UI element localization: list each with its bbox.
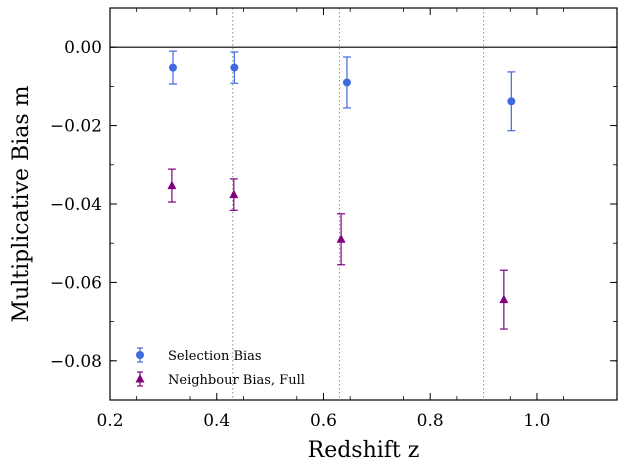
data-point [168, 63, 177, 72]
x-tick-label-2: 0.6 [310, 411, 337, 431]
series-1 [167, 168, 509, 330]
legend-marker [135, 374, 145, 383]
x-axis-label: Redshift z [308, 438, 420, 463]
x-tick-label-4: 1.0 [523, 411, 550, 431]
y-tick-label-2: −0.04 [50, 195, 102, 215]
data-point [167, 180, 177, 190]
legend-entry-0: Selection Bias [136, 347, 262, 364]
axis-ticks: 0.2 0.4 0.6 0.8 1.0 0.00 −0.02 −0.04 −0.06 −0.08 [50, 7, 618, 431]
legend-label-0: Selection Bias [168, 349, 262, 364]
legend: Selection Bias Neighbour Bias, Full [135, 347, 305, 388]
y-axis-label: Multiplicative Bias m [9, 85, 34, 322]
data-point [342, 78, 351, 87]
data-point [229, 189, 239, 199]
x-tick-label-0: 0.2 [96, 411, 123, 431]
reference-lines [110, 8, 617, 400]
y-tick-label-3: −0.06 [50, 273, 102, 293]
x-tick-label-3: 0.8 [417, 411, 444, 431]
legend-label-1: Neighbour Bias, Full [168, 373, 305, 388]
legend-marker [136, 351, 144, 359]
legend-entry-1: Neighbour Bias, Full [135, 371, 305, 388]
y-tick-label-1: −0.02 [50, 117, 102, 137]
y-tick-label-4: −0.08 [50, 352, 102, 372]
data-point [336, 234, 346, 243]
y-tick-label-0: 0.00 [64, 38, 102, 58]
x-tick-label-1: 0.4 [203, 411, 230, 431]
plot-frame [109, 7, 618, 401]
data-point [507, 97, 516, 106]
data-layer [167, 50, 516, 330]
data-point [499, 294, 509, 304]
data-point [230, 63, 239, 72]
series-0 [168, 50, 516, 132]
